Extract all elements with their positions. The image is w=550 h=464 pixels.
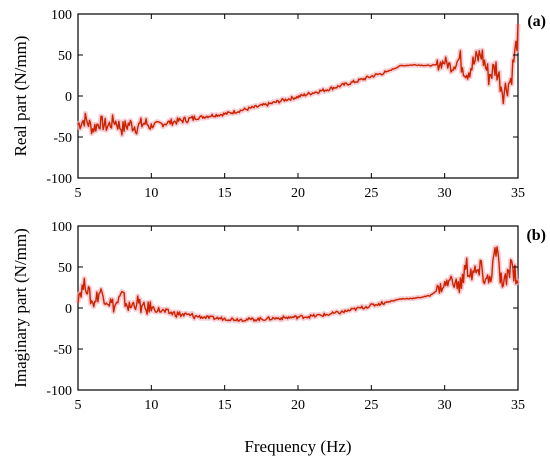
series-halo (75, 23, 521, 138)
x-tick-label: 10 (144, 186, 158, 201)
series-line (77, 23, 519, 136)
y-tick-label: 50 (58, 49, 72, 64)
x-tick-label: 35 (511, 398, 525, 413)
y-tick-label: 50 (58, 261, 72, 276)
panel-label: (a) (527, 13, 546, 30)
panel-label: (b) (526, 227, 546, 244)
y-tick-label: -50 (53, 343, 72, 358)
x-tick-label: 25 (364, 398, 378, 413)
x-tick-label: 10 (144, 398, 158, 413)
tick-layer: 5 10 15 20 25 30 35 100 50 0 -50 -100 (46, 220, 525, 413)
series-line-layer (77, 246, 519, 322)
series-halo (75, 244, 521, 324)
x-tick-label: 15 (218, 186, 232, 201)
x-tick-label: 20 (291, 186, 305, 201)
y-tick-label: -100 (46, 384, 72, 399)
x-axis-label: Frequency (Hz) (244, 437, 351, 456)
panel-a: 5 10 15 20 25 30 35 100 50 0 -50 -100 Real part (N/… (11, 8, 546, 201)
y-axis-label: Real part (N/mm) (11, 36, 30, 157)
x-tick-label: 5 (75, 186, 82, 201)
series-halo-line (75, 23, 521, 138)
x-tick-label: 20 (291, 398, 305, 413)
series-line-layer (77, 23, 519, 136)
panel-b: 5 10 15 20 25 30 35 100 50 0 -50 -100 Imaginary par… (11, 220, 546, 456)
x-tick-label: 30 (438, 398, 452, 413)
series-line (77, 246, 519, 322)
y-tick-label: 100 (51, 8, 72, 23)
y-tick-label: 0 (65, 90, 72, 105)
y-tick-label: 100 (51, 220, 72, 235)
y-axis-label: Imaginary part (N/mm) (11, 228, 30, 388)
x-tick-label: 35 (511, 186, 525, 201)
y-tick-label: -100 (46, 172, 72, 187)
tick-layer: 5 10 15 20 25 30 35 100 50 0 -50 -100 (46, 8, 525, 201)
series-halo-line (75, 244, 521, 324)
x-tick-label: 25 (364, 186, 378, 201)
x-tick-label: 15 (218, 398, 232, 413)
y-tick-label: -50 (53, 131, 72, 146)
y-tick-label: 0 (65, 302, 72, 317)
x-tick-label: 30 (438, 186, 452, 201)
x-tick-label: 5 (75, 398, 82, 413)
